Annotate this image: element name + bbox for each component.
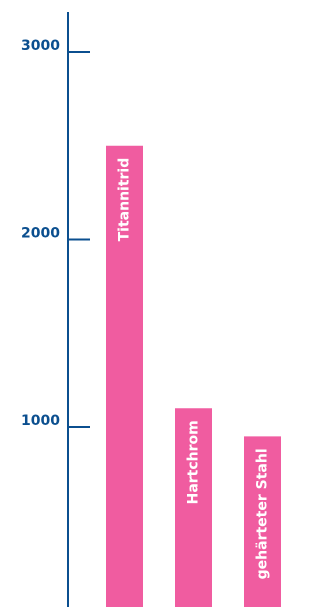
y-tick-label: 3000	[21, 38, 60, 54]
y-tick-label: 1000	[21, 413, 60, 429]
bars: Titannitrid Hartchrom gehärteter Stahl	[106, 145, 281, 607]
bar-1	[175, 408, 212, 607]
bar-2	[244, 436, 281, 607]
bar-label-0: Titannitrid	[117, 158, 133, 242]
y-tick-label: 2000	[21, 226, 60, 242]
bar-label-1: Hartchrom	[186, 420, 202, 504]
bar-0	[106, 145, 143, 607]
y-axis-ticks: 1000 2000 3000	[21, 38, 90, 429]
bar-label-2: gehärteter Stahl	[255, 448, 271, 579]
